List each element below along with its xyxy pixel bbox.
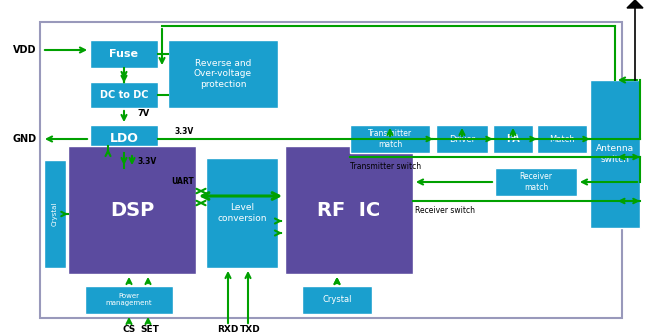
- Text: Transmitter switch: Transmitter switch: [350, 162, 421, 171]
- FancyBboxPatch shape: [285, 146, 413, 274]
- Text: DC to DC: DC to DC: [99, 90, 149, 100]
- FancyBboxPatch shape: [302, 286, 372, 314]
- Text: LDO: LDO: [109, 132, 139, 145]
- Text: Reverse and
Over-voltage
protection: Reverse and Over-voltage protection: [194, 59, 252, 89]
- Text: UART: UART: [171, 176, 194, 185]
- FancyBboxPatch shape: [68, 146, 196, 274]
- Text: Fuse: Fuse: [109, 49, 139, 59]
- FancyBboxPatch shape: [350, 125, 430, 153]
- FancyBboxPatch shape: [168, 40, 278, 108]
- FancyBboxPatch shape: [495, 168, 577, 196]
- Text: PA: PA: [506, 134, 520, 144]
- Text: Match: Match: [549, 134, 575, 143]
- FancyBboxPatch shape: [90, 40, 158, 68]
- FancyBboxPatch shape: [206, 158, 278, 268]
- FancyBboxPatch shape: [90, 82, 158, 108]
- FancyBboxPatch shape: [44, 160, 66, 268]
- Text: Crystal: Crystal: [52, 202, 58, 226]
- FancyBboxPatch shape: [40, 22, 622, 318]
- FancyBboxPatch shape: [90, 125, 158, 153]
- Text: 3.3V: 3.3V: [175, 127, 194, 136]
- FancyBboxPatch shape: [436, 125, 488, 153]
- FancyBboxPatch shape: [493, 125, 533, 153]
- Text: Driver: Driver: [449, 134, 475, 143]
- Text: Antenna
switch: Antenna switch: [596, 144, 634, 164]
- Text: CS: CS: [123, 326, 136, 335]
- Text: Crystal: Crystal: [322, 295, 352, 304]
- Text: 7V: 7V: [138, 110, 151, 119]
- Text: Level
conversion: Level conversion: [217, 203, 267, 223]
- Text: Power
management: Power management: [105, 294, 152, 306]
- Text: DSP: DSP: [110, 201, 154, 219]
- FancyBboxPatch shape: [85, 286, 173, 314]
- Text: Receiver switch: Receiver switch: [415, 206, 475, 215]
- FancyBboxPatch shape: [590, 80, 640, 228]
- Text: TXD: TXD: [239, 326, 261, 335]
- Text: 3.3V: 3.3V: [138, 157, 157, 166]
- Text: VDD: VDD: [13, 45, 36, 55]
- FancyBboxPatch shape: [537, 125, 587, 153]
- Text: Receiver
match: Receiver match: [520, 172, 552, 192]
- Polygon shape: [627, 0, 643, 8]
- Text: GND: GND: [13, 134, 37, 144]
- Text: SET: SET: [141, 326, 159, 335]
- Text: RXD: RXD: [217, 326, 239, 335]
- Text: Transmitter
match: Transmitter match: [368, 129, 412, 149]
- Text: RF  IC: RF IC: [318, 201, 381, 219]
